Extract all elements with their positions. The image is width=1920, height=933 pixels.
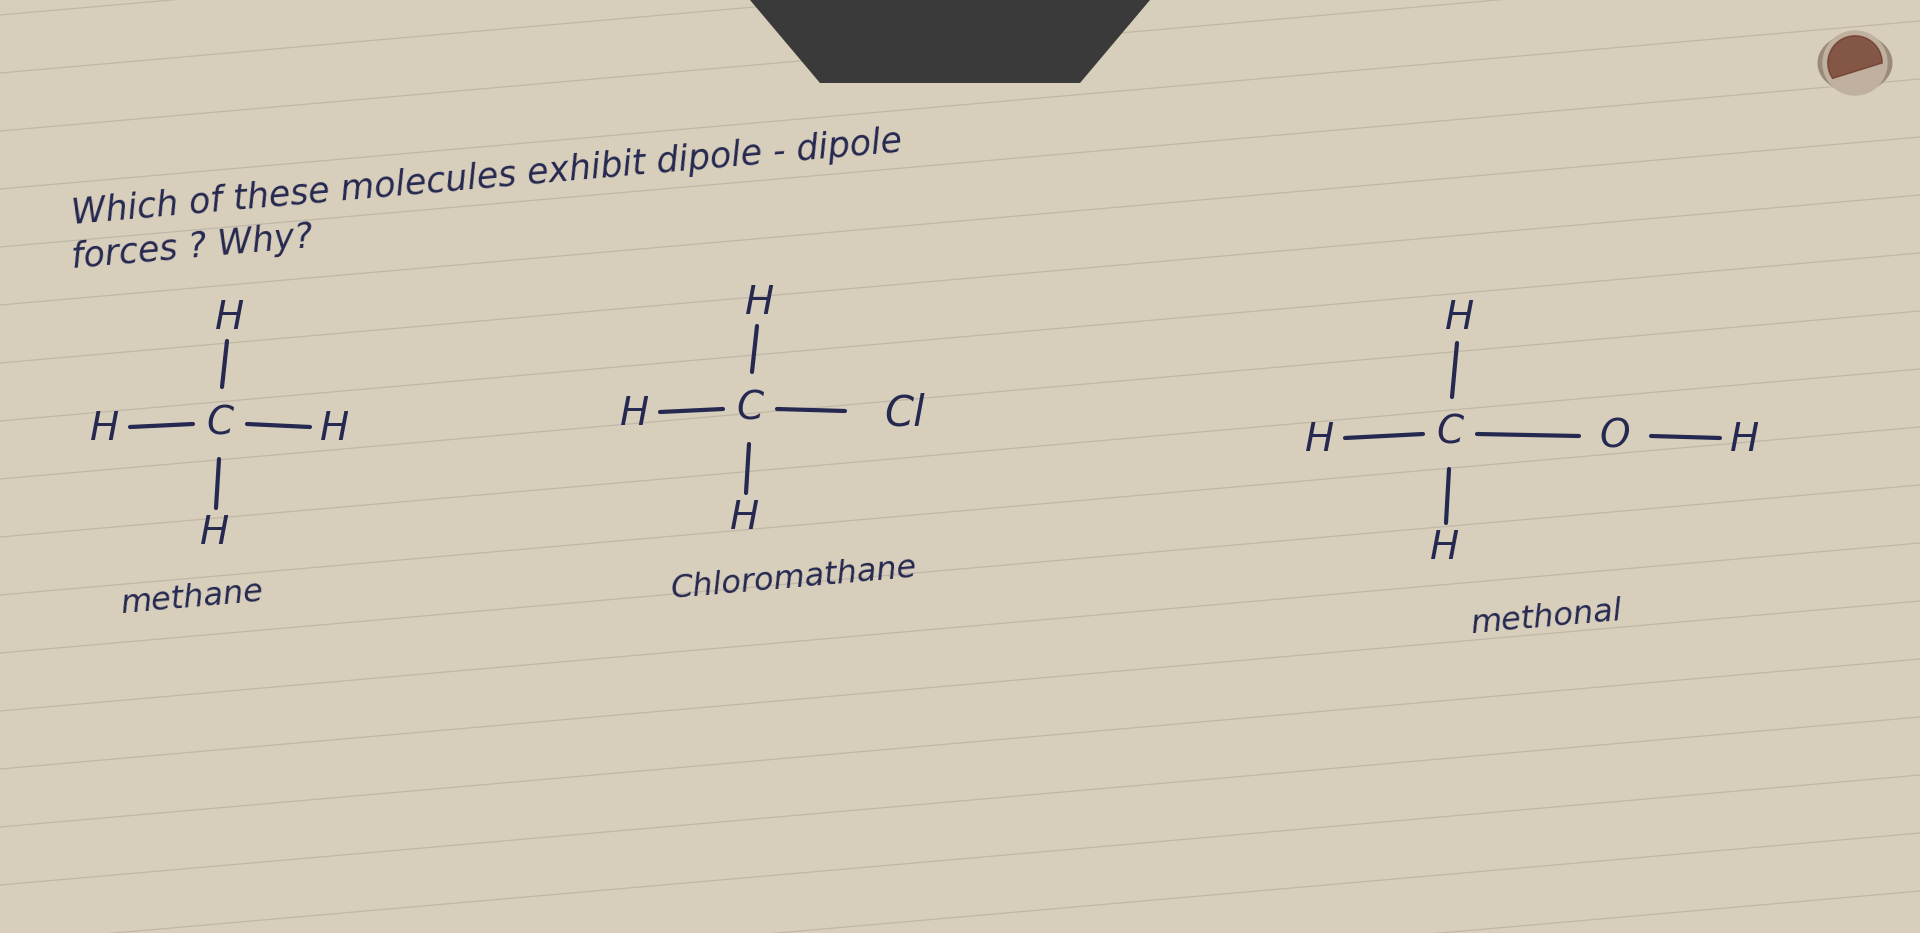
Polygon shape (1828, 35, 1882, 78)
Text: H: H (1306, 421, 1334, 459)
Text: C: C (207, 404, 234, 442)
Text: H: H (745, 284, 774, 322)
Text: H: H (90, 410, 119, 448)
Text: Chloromathane: Chloromathane (670, 552, 920, 605)
Text: H: H (1430, 529, 1459, 567)
Text: H: H (620, 395, 649, 433)
Text: O: O (1599, 418, 1630, 456)
Text: Which of these molecules exhibit dipole - dipole: Which of these molecules exhibit dipole … (69, 125, 904, 231)
Text: forces ? Why?: forces ? Why? (69, 220, 315, 275)
Polygon shape (1822, 31, 1887, 95)
Text: Cl: Cl (885, 393, 925, 435)
Text: H: H (215, 299, 244, 337)
Polygon shape (751, 0, 1150, 83)
Polygon shape (1818, 35, 1891, 91)
Text: H: H (200, 514, 230, 552)
Text: H: H (1446, 299, 1475, 337)
Text: C: C (1436, 414, 1463, 452)
Text: methane: methane (119, 577, 265, 620)
Text: H: H (1730, 421, 1759, 459)
Text: methonal: methonal (1471, 596, 1624, 640)
Text: H: H (730, 499, 760, 537)
Text: C: C (737, 389, 764, 427)
Text: H: H (321, 410, 349, 448)
